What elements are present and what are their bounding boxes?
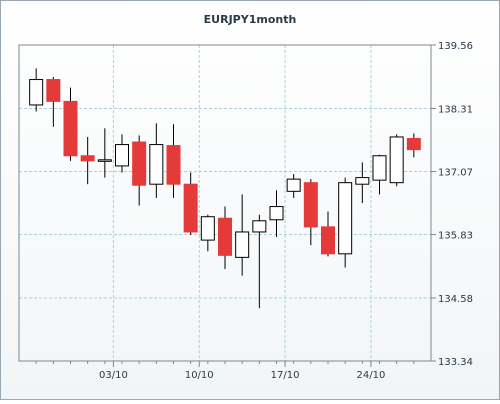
candle-body-down (80, 155, 95, 162)
candle-body-down (183, 183, 198, 233)
candle (303, 179, 318, 246)
candle-body-up (200, 216, 215, 241)
candle-body-up (115, 144, 129, 167)
candle (269, 190, 284, 238)
candle-body-down (63, 100, 78, 157)
candle (149, 123, 164, 198)
candle (115, 134, 129, 173)
candle (406, 133, 421, 158)
candle (63, 87, 78, 161)
candle-body-up (252, 220, 267, 233)
candle-body-up (29, 79, 44, 106)
y-tick-label: 137.07 (438, 168, 473, 179)
candle (321, 211, 335, 257)
candle (355, 162, 370, 203)
candle (97, 128, 112, 178)
candles-group (29, 68, 421, 309)
x-tick-label: 10/10 (185, 370, 214, 381)
candle-body-down (406, 137, 421, 151)
candle-body-up (149, 144, 164, 185)
candle-body-down (218, 217, 232, 256)
candle-body-down (321, 226, 335, 255)
chart-title: EURJPY1month (204, 13, 297, 26)
candle (132, 135, 147, 206)
x-tick-label: 03/10 (99, 370, 128, 381)
candle (29, 68, 44, 112)
candle-body-up (338, 182, 353, 255)
candle (166, 124, 181, 198)
candle-body-down (303, 182, 318, 228)
candle-body-down (46, 79, 61, 102)
candle (80, 136, 95, 185)
y-tick-label: 138.31 (438, 105, 473, 116)
x-axis: 03/10 10/10 17/10 24/10 (35, 361, 415, 381)
candle (46, 77, 61, 127)
y-tick-label: 139.56 (438, 41, 473, 52)
y-axis: 139.56 138.31 137.07 135.83 134.58 133.34 (431, 41, 473, 368)
candle (183, 172, 198, 236)
candle-body-up (286, 178, 301, 192)
candle (338, 177, 353, 268)
candle (200, 214, 215, 252)
candle-body-up (235, 231, 250, 258)
candle (218, 206, 232, 270)
y-tick-label: 133.34 (438, 357, 473, 368)
candle (372, 154, 387, 195)
candle-body-down (132, 141, 147, 186)
candle-body-up (269, 206, 284, 221)
grid-lines (19, 45, 431, 361)
candle-body-up (389, 136, 404, 184)
y-tick-label: 135.83 (438, 230, 473, 241)
candle-body-up (355, 177, 370, 185)
candle (286, 174, 301, 198)
candle-body-up (97, 159, 112, 162)
x-tick-label: 17/10 (271, 370, 300, 381)
candle-body-up (372, 155, 387, 181)
candle (389, 134, 404, 187)
x-tick-label: 24/10 (357, 370, 386, 381)
candle (252, 214, 267, 309)
candle (235, 194, 250, 276)
candle-body-down (166, 145, 181, 185)
y-tick-label: 134.58 (438, 294, 473, 305)
plot-border (18, 44, 432, 362)
